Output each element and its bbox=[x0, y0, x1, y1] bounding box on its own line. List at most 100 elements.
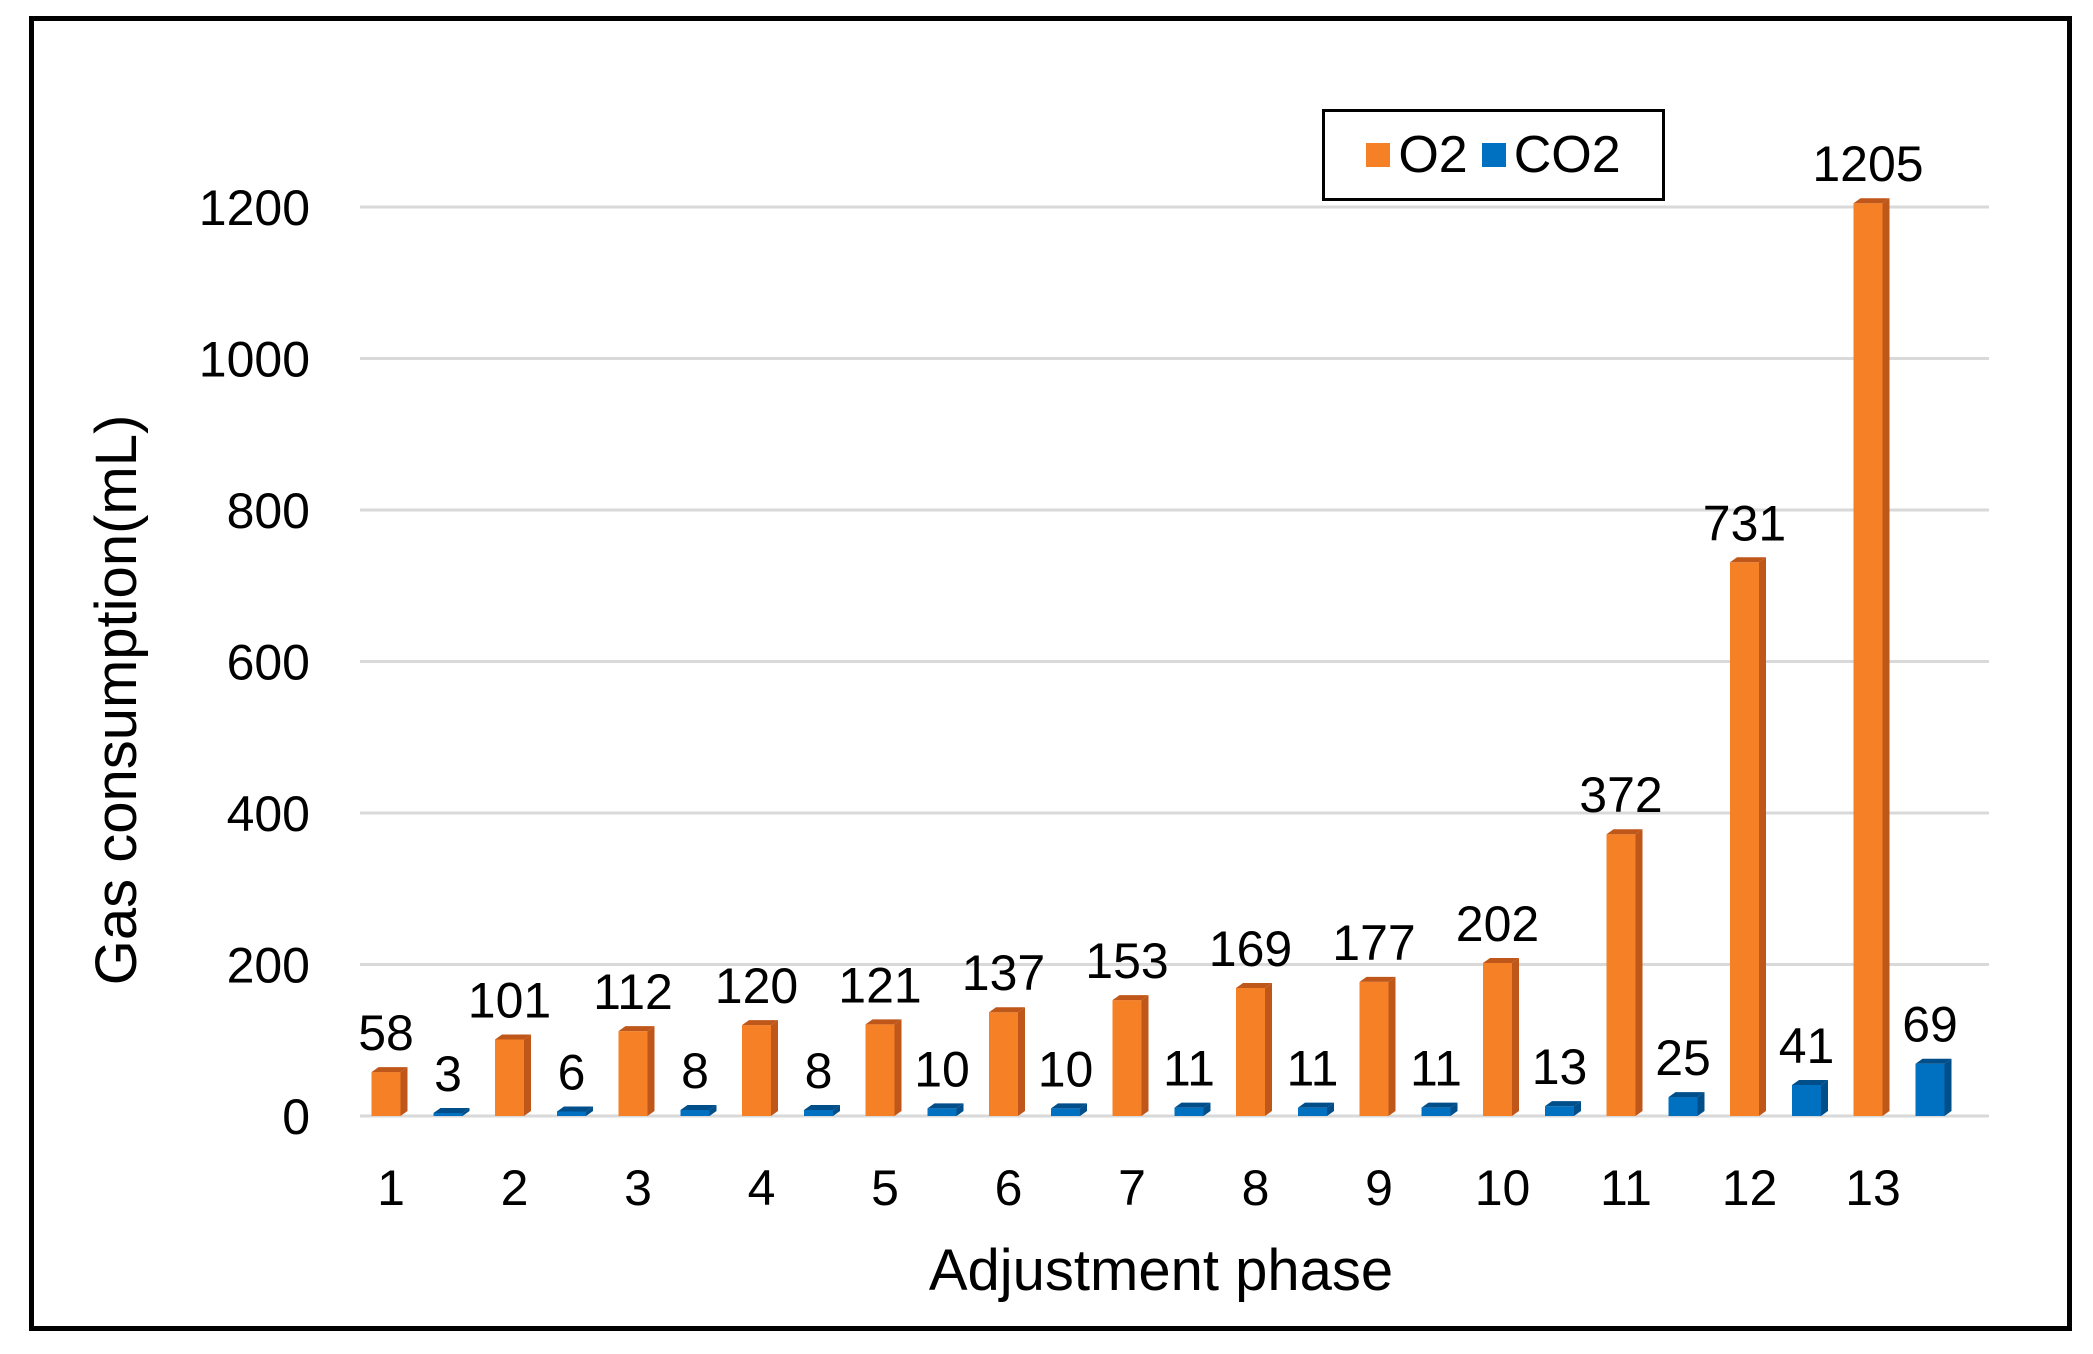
bar-side-co2 bbox=[586, 1106, 593, 1116]
x-tick-label: 10 bbox=[1475, 1160, 1531, 1216]
bar-o2 bbox=[989, 1012, 1018, 1116]
bar-top-co2 bbox=[1421, 1102, 1458, 1108]
y-tick-label: 1000 bbox=[199, 332, 310, 388]
x-tick-label: 8 bbox=[1242, 1160, 1270, 1216]
data-label-o2: 121 bbox=[838, 957, 921, 1013]
x-tick-label: 13 bbox=[1845, 1160, 1901, 1216]
data-label-o2: 372 bbox=[1579, 767, 1662, 823]
data-label-co2: 3 bbox=[434, 1046, 462, 1102]
data-label-o2: 153 bbox=[1085, 933, 1168, 989]
legend-label-co2: CO2 bbox=[1513, 126, 1621, 184]
y-tick-label: 800 bbox=[227, 483, 310, 539]
bar-side-co2 bbox=[1080, 1103, 1087, 1116]
bar-side-co2 bbox=[709, 1104, 717, 1116]
bar-co2 bbox=[680, 1109, 710, 1116]
bar-top-o2 bbox=[989, 1007, 1025, 1013]
bar-side-co2 bbox=[1944, 1058, 1952, 1116]
bar-top-co2 bbox=[1298, 1102, 1334, 1108]
x-tick-label: 9 bbox=[1365, 1160, 1393, 1216]
bar-top-co2 bbox=[1792, 1079, 1828, 1085]
data-label-o2: 137 bbox=[962, 945, 1045, 1001]
x-tick-label: 5 bbox=[871, 1160, 899, 1216]
bar-side-o2 bbox=[1388, 976, 1396, 1116]
y-tick-label: 600 bbox=[227, 635, 310, 691]
bar-o2 bbox=[1359, 981, 1389, 1116]
y-tick-label: 200 bbox=[227, 938, 310, 994]
bar-o2 bbox=[1853, 203, 1883, 1116]
bar-co2 bbox=[1915, 1063, 1945, 1116]
legend: O2 CO2 bbox=[1322, 109, 1665, 201]
bar-side-o2 bbox=[524, 1034, 531, 1116]
data-label-co2: 10 bbox=[914, 1041, 970, 1097]
bar-top-o2 bbox=[618, 1026, 655, 1032]
bar-top-o2 bbox=[1483, 957, 1519, 963]
data-label-o2: 177 bbox=[1332, 915, 1415, 971]
data-label-o2: 120 bbox=[715, 958, 798, 1014]
x-tick-label: 6 bbox=[995, 1160, 1023, 1216]
data-label-co2: 11 bbox=[1163, 1041, 1215, 1097]
bar-side-o2 bbox=[400, 1067, 408, 1116]
data-label-co2: 25 bbox=[1655, 1030, 1711, 1086]
legend-item-co2: CO2 bbox=[1481, 125, 1621, 185]
bar-side-o2 bbox=[1018, 1007, 1025, 1116]
bar-side-o2 bbox=[1141, 995, 1149, 1116]
bar-side-o2 bbox=[771, 1020, 778, 1116]
bar-top-co2 bbox=[1915, 1058, 1952, 1064]
bar-top-o2 bbox=[1853, 198, 1890, 204]
data-label-o2: 101 bbox=[468, 972, 551, 1028]
bar-top-co2 bbox=[1668, 1092, 1705, 1098]
bar-side-co2 bbox=[833, 1104, 840, 1116]
x-tick-label: 3 bbox=[624, 1160, 652, 1216]
bar-side-co2 bbox=[956, 1103, 964, 1116]
y-tick-label: 1200 bbox=[199, 180, 310, 236]
bar-co2 bbox=[1668, 1097, 1698, 1116]
bar-side-o2 bbox=[1759, 557, 1766, 1116]
data-label-co2: 6 bbox=[558, 1044, 586, 1100]
x-tick-label: 2 bbox=[501, 1160, 529, 1216]
bar-top-co2 bbox=[557, 1106, 593, 1112]
data-label-co2: 13 bbox=[1532, 1039, 1588, 1095]
data-label-o2: 202 bbox=[1456, 896, 1539, 952]
data-label-o2: 731 bbox=[1703, 495, 1786, 551]
bar-co2 bbox=[927, 1108, 957, 1116]
bar-o2 bbox=[495, 1039, 524, 1116]
bar-co2 bbox=[1298, 1107, 1327, 1116]
bar-side-co2 bbox=[1450, 1102, 1458, 1116]
data-label-co2: 41 bbox=[1779, 1018, 1835, 1074]
bar-side-o2 bbox=[894, 1019, 902, 1116]
bar-side-co2 bbox=[1697, 1092, 1705, 1116]
bar-o2 bbox=[1606, 834, 1636, 1116]
x-tick-label: 7 bbox=[1118, 1160, 1146, 1216]
bar-o2 bbox=[865, 1024, 895, 1116]
x-tick-label: 12 bbox=[1722, 1160, 1778, 1216]
bar-o2 bbox=[1730, 562, 1759, 1116]
bar-co2 bbox=[1792, 1084, 1821, 1116]
bar-side-co2 bbox=[1203, 1102, 1211, 1116]
bar-top-co2 bbox=[433, 1108, 470, 1113]
data-label-o2: 169 bbox=[1209, 921, 1292, 977]
y-axis-title: Gas consumption(mL) bbox=[84, 415, 149, 986]
data-label-co2: 10 bbox=[1038, 1041, 1094, 1097]
data-label-co2: 8 bbox=[805, 1043, 833, 1099]
bar-side-co2 bbox=[462, 1108, 470, 1116]
bar-o2 bbox=[1112, 1000, 1142, 1116]
bar-co2 bbox=[433, 1113, 463, 1116]
y-tick-label: 0 bbox=[282, 1089, 310, 1145]
legend-swatch-co2 bbox=[1481, 143, 1506, 167]
bar-o2 bbox=[618, 1031, 648, 1116]
bar-o2 bbox=[1483, 962, 1512, 1116]
legend-item-o2: O2 bbox=[1366, 125, 1468, 185]
bar-side-co2 bbox=[1821, 1079, 1828, 1116]
chart-frame bbox=[29, 16, 2072, 1331]
data-label-o2: 58 bbox=[358, 1005, 414, 1061]
bar-top-o2 bbox=[1112, 995, 1149, 1001]
bar-top-co2 bbox=[680, 1104, 717, 1110]
bar-side-o2 bbox=[1635, 829, 1643, 1116]
data-label-co2: 69 bbox=[1902, 997, 1958, 1053]
bar-co2 bbox=[1421, 1107, 1451, 1116]
bar-top-o2 bbox=[495, 1034, 531, 1040]
bar-top-o2 bbox=[1606, 829, 1643, 835]
y-tick-label: 400 bbox=[227, 786, 310, 842]
bar-top-o2 bbox=[742, 1020, 778, 1026]
bar-co2 bbox=[1174, 1107, 1204, 1116]
